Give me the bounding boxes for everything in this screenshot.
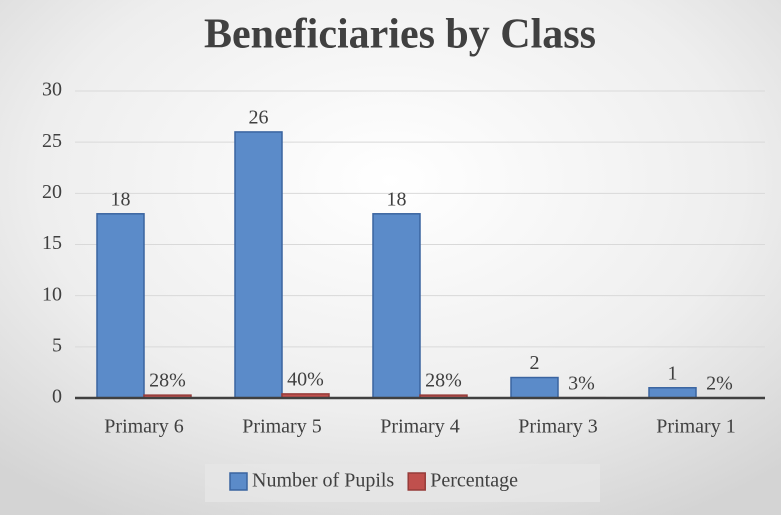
legend-swatch — [229, 472, 248, 491]
chart-title: Beneficiaries by Class — [204, 12, 596, 58]
data-label: 26 — [249, 107, 269, 129]
y-tick-label: 10 — [42, 283, 62, 305]
x-tick-label: Primary 4 — [380, 416, 459, 438]
y-tick-label: 15 — [42, 232, 62, 254]
data-label: 1 — [668, 362, 678, 384]
data-label: 2 — [530, 352, 540, 374]
bar — [372, 213, 421, 399]
data-label: 28% — [149, 370, 186, 392]
data-label: 18 — [387, 188, 407, 210]
legend-label: Number of Pupils — [252, 470, 394, 492]
y-tick-label: 5 — [52, 334, 62, 356]
bar — [510, 376, 559, 399]
legend-box — [205, 464, 600, 502]
legend-label: Percentage — [430, 470, 518, 492]
y-tick-label: 20 — [42, 181, 62, 203]
bar — [648, 387, 697, 399]
x-tick-label: Primary 6 — [104, 416, 183, 438]
data-label: 18 — [111, 188, 131, 210]
data-label: 40% — [287, 369, 324, 391]
data-label: 28% — [425, 370, 462, 392]
x-tick-label: Primary 5 — [242, 416, 321, 438]
y-tick-label: 25 — [42, 130, 62, 152]
data-label: 2% — [706, 372, 733, 394]
y-tick-label: 30 — [42, 79, 62, 101]
x-tick-label: Primary 3 — [518, 416, 597, 438]
bar — [96, 213, 145, 399]
bar — [234, 131, 283, 399]
legend-swatch — [407, 472, 426, 491]
y-tick-label: 0 — [52, 386, 62, 408]
x-tick-label: Primary 1 — [656, 416, 735, 438]
data-label: 3% — [568, 372, 595, 394]
